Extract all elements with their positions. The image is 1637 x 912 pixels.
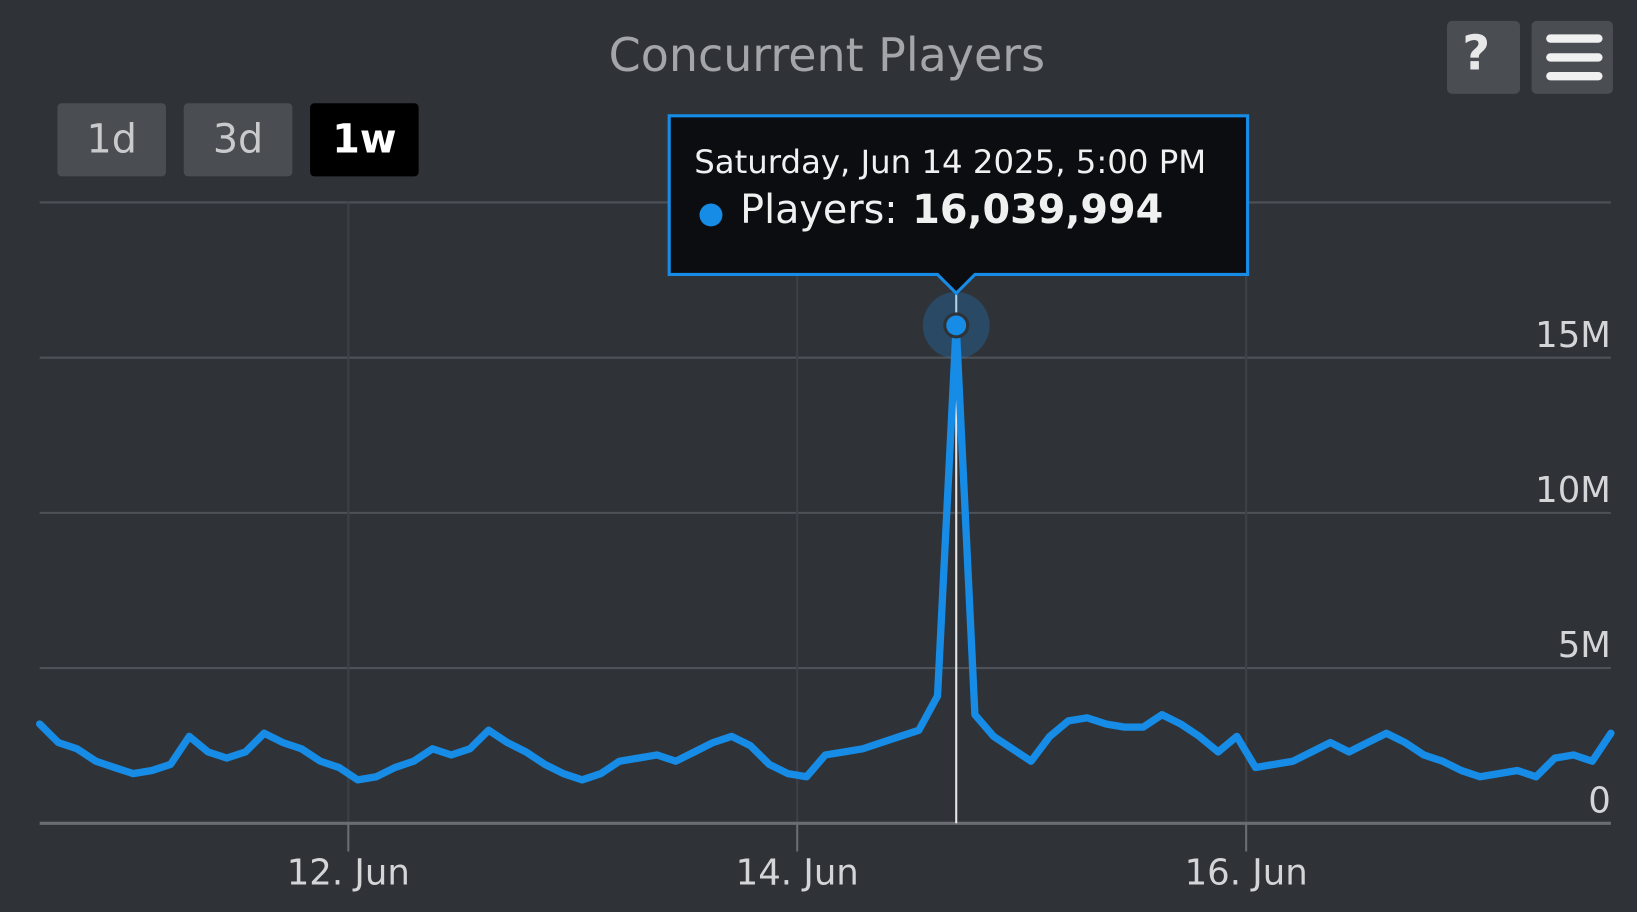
x-tick-label: 16. Jun	[1185, 852, 1308, 893]
help-button-label[interactable]: ?	[1462, 25, 1490, 81]
plot: 0 5M 10M 15M 12. Jun 14. Jun 16. Jun Saturday, …	[36, 114, 1615, 893]
range-button-label[interactable]: 1d	[86, 116, 136, 162]
x-tick-label: 14. Jun	[736, 852, 859, 893]
tooltip-value: 16,039,994	[912, 186, 1163, 232]
help-button[interactable]: ?	[1446, 20, 1521, 94]
range-button-bg[interactable]	[183, 103, 293, 177]
range-button-bg[interactable]	[310, 103, 419, 177]
range-button[interactable]: 1d	[57, 103, 166, 177]
tooltip-marker	[699, 203, 723, 227]
tooltip-title: Saturday, Jun 14 2025, 5:00 PM	[694, 143, 1206, 181]
y-tick-label: 15M	[1535, 315, 1611, 356]
tooltip-label: Players:	[740, 186, 897, 232]
tooltip-line: Players: 16,039,994	[740, 186, 1163, 232]
data-point	[943, 312, 970, 339]
menu-icon-bar[interactable]	[1546, 53, 1603, 62]
range-button[interactable]: 1w	[310, 103, 419, 177]
range-button-label[interactable]: 3d	[213, 116, 263, 162]
menu-button[interactable]	[1531, 20, 1613, 94]
menu-icon-bar[interactable]	[1546, 72, 1603, 81]
y-tick-label: 5M	[1558, 625, 1611, 666]
help-button-bg[interactable]	[1446, 20, 1521, 94]
y-tick-label: 0	[1588, 780, 1611, 821]
tooltip: Saturday, Jun 14 2025, 5:00 PM Players: 16…	[667, 114, 1250, 296]
range-button-bg[interactable]	[57, 103, 166, 177]
menu-icon-bar[interactable]	[1546, 34, 1603, 43]
chart-title: Concurrent Players	[609, 28, 1045, 82]
data-line	[36, 321, 1615, 784]
x-tick-label: 12. Jun	[287, 852, 410, 893]
y-tick-label: 10M	[1535, 470, 1611, 511]
tooltip-box	[667, 114, 1250, 296]
range-button[interactable]: 3d	[183, 103, 293, 177]
range-button-label[interactable]: 1w	[332, 116, 396, 162]
